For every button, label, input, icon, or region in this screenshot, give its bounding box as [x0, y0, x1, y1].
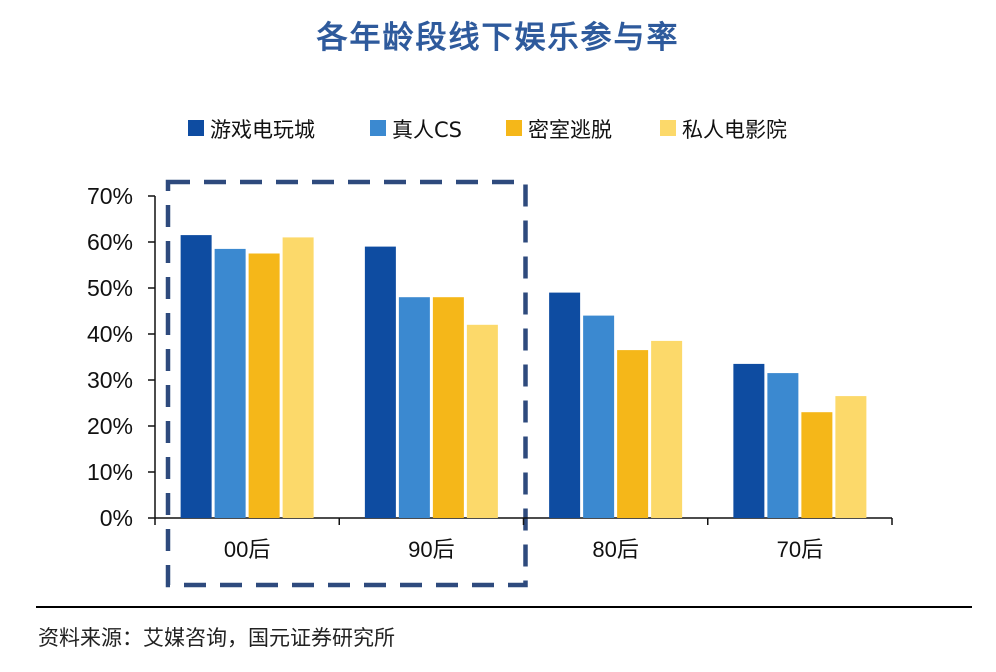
bar	[801, 412, 833, 518]
bar	[432, 297, 464, 518]
y-tick-label: 60%	[87, 229, 133, 255]
legend-label: 密室逃脱	[528, 118, 612, 142]
highlight-box	[165, 179, 528, 588]
source-note: 资料来源：艾媒咨询，国元证券研究所	[38, 626, 395, 650]
legend-swatch	[660, 120, 676, 136]
bar	[364, 246, 396, 518]
y-tick-label: 10%	[87, 459, 133, 485]
bar	[282, 237, 314, 518]
y-tick-label: 40%	[87, 321, 133, 347]
bar	[767, 373, 799, 518]
bar	[180, 235, 212, 518]
source-divider	[36, 606, 972, 608]
legend-swatch	[370, 120, 386, 136]
x-tick-label: 80后	[592, 537, 638, 562]
bar	[549, 292, 581, 518]
bar	[214, 248, 246, 518]
bar	[733, 363, 765, 518]
x-tick-label: 00后	[224, 537, 270, 562]
legend-swatch	[506, 120, 522, 136]
legend-swatch	[188, 120, 204, 136]
y-tick-label: 50%	[87, 275, 133, 301]
chart-title: 各年龄段线下娱乐参与率	[316, 20, 680, 56]
legend-label: 私人电影院	[682, 118, 787, 142]
legend-label: 游戏电玩城	[210, 118, 315, 142]
legend-label: 真人CS	[392, 118, 462, 142]
x-tick-label: 90后	[408, 537, 454, 562]
y-tick-label: 0%	[100, 505, 133, 531]
bar	[651, 340, 683, 518]
bar	[466, 324, 498, 518]
y-tick-label: 30%	[87, 367, 133, 393]
bar	[583, 315, 615, 518]
bar	[835, 396, 867, 518]
legend: 游戏电玩城 真人CS 密室逃脱 私人电影院	[188, 118, 787, 142]
bar	[617, 350, 649, 518]
bars	[180, 235, 867, 518]
x-tick-label: 70后	[777, 537, 823, 562]
axes: 0% 10% 20% 30% 40% 50% 60% 70% 00后 90后 80后 70后	[87, 183, 893, 562]
bar-chart: 游戏电玩城 真人CS 密室逃脱 私人电影院 0% 10% 20% 30% 40% 50% 60% 7…	[87, 118, 893, 588]
bar	[398, 297, 430, 518]
bar	[248, 253, 280, 518]
y-tick-label: 20%	[87, 413, 133, 439]
highlight-dashed-box	[165, 179, 528, 588]
y-tick-label: 70%	[87, 183, 133, 209]
